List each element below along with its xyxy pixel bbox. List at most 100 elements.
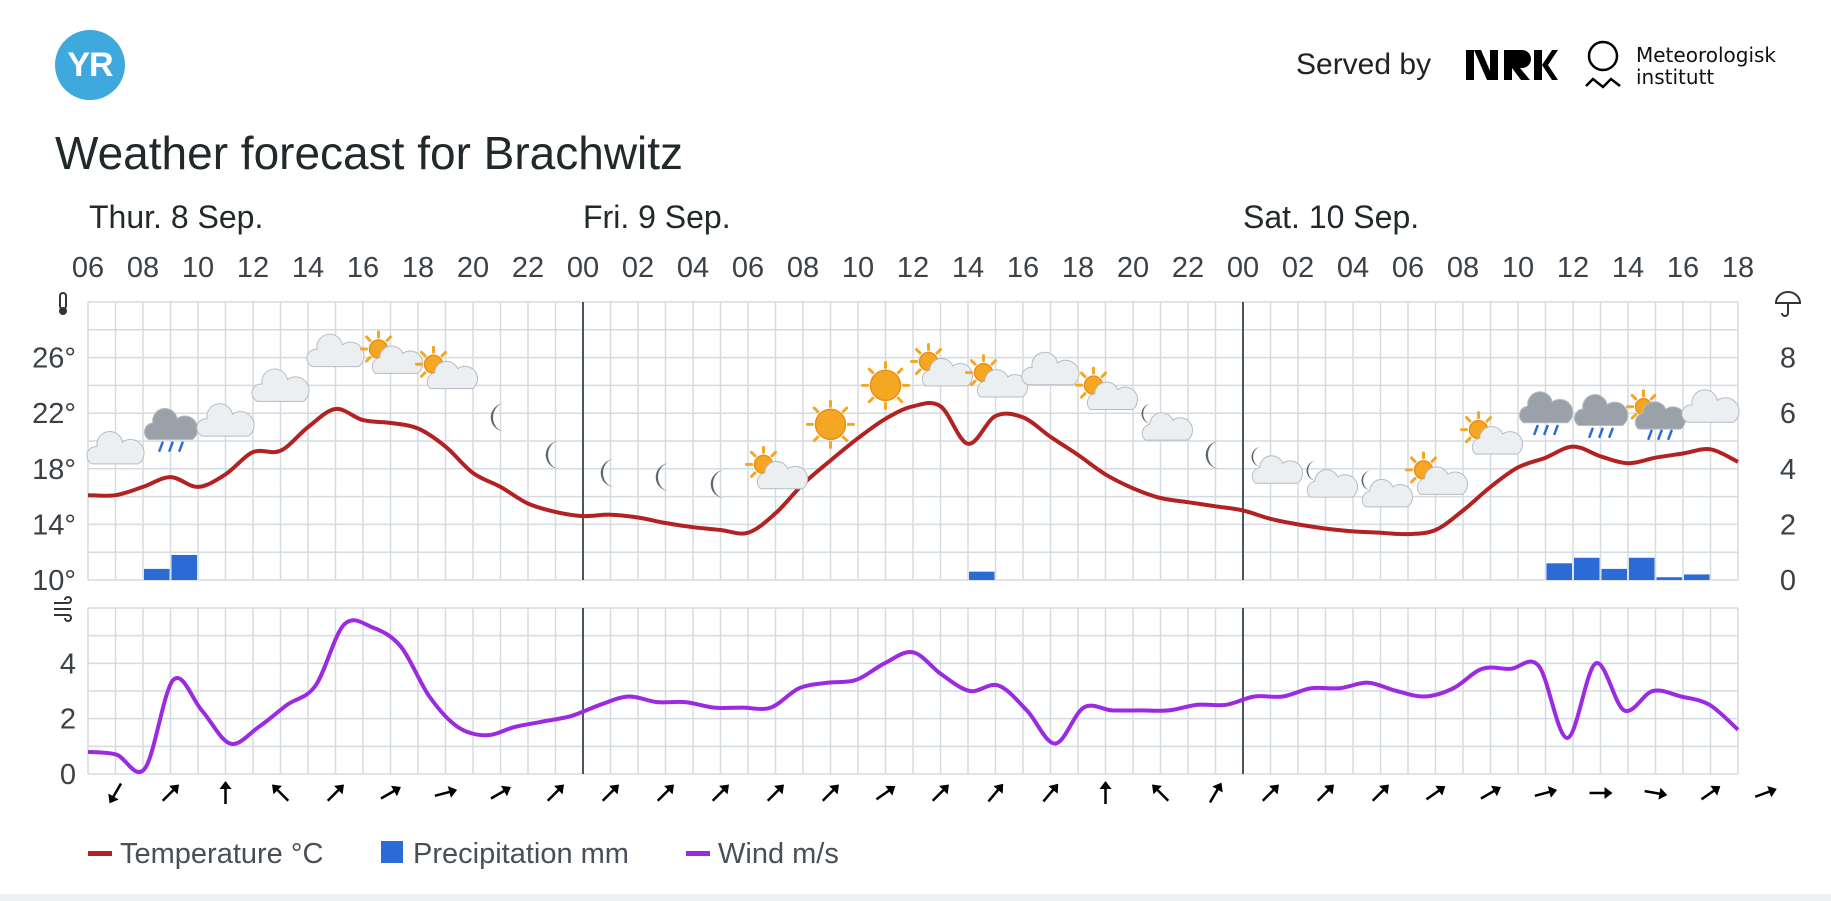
wind-icon bbox=[54, 596, 72, 622]
wind-direction-arrow bbox=[766, 784, 784, 802]
moon-shape bbox=[710, 470, 725, 499]
precip-tick-label: 2 bbox=[1780, 509, 1796, 541]
rain-drop bbox=[1657, 429, 1663, 441]
temperature-grid bbox=[87, 301, 1739, 581]
cloud-shape bbox=[756, 460, 809, 490]
cloudy-icon bbox=[1021, 351, 1080, 386]
arrow-head bbox=[447, 786, 458, 798]
legend-item-wind: Wind m/s bbox=[686, 838, 839, 871]
arrow-head bbox=[1658, 787, 1668, 800]
cloud-shape bbox=[251, 368, 310, 402]
moon-icon bbox=[600, 458, 615, 487]
precipitation-bar bbox=[1684, 574, 1710, 580]
sun-disc bbox=[814, 408, 847, 441]
cloud-shape bbox=[1361, 478, 1414, 508]
wind-strokes bbox=[54, 596, 72, 622]
rain-drop bbox=[1533, 424, 1539, 436]
moon-shape bbox=[1361, 470, 1372, 491]
hour-tick-label: 14 bbox=[292, 252, 324, 284]
wind-direction-arrow bbox=[272, 784, 290, 802]
met-logo-text: Meteorologisk institutt bbox=[1636, 44, 1776, 88]
thermometer-tube bbox=[59, 292, 67, 310]
wind-direction-arrow bbox=[1208, 782, 1223, 804]
wind-direction-arrow bbox=[987, 783, 1004, 803]
sun-ray bbox=[841, 406, 849, 414]
sun-ray bbox=[896, 367, 904, 375]
rain-drop bbox=[1553, 424, 1559, 436]
sun-ray bbox=[1464, 416, 1472, 423]
legend-item-precipitation: Precipitation mm bbox=[381, 838, 629, 871]
day-label: Sat. 10 Sep. bbox=[1243, 199, 1419, 235]
arrow-head bbox=[664, 784, 674, 795]
arrow-head bbox=[1152, 784, 1162, 795]
nrk-logo[interactable] bbox=[1466, 47, 1558, 83]
cloud-shape bbox=[1086, 381, 1139, 411]
hour-tick-label: 18 bbox=[1722, 252, 1754, 284]
hour-tick-label: 00 bbox=[567, 252, 599, 284]
wind-direction-arrow bbox=[1261, 784, 1279, 802]
rain-drop bbox=[1543, 424, 1549, 436]
arrow-head bbox=[108, 793, 119, 804]
hour-tick-label: 06 bbox=[1392, 252, 1424, 284]
wind-direction-arrow bbox=[108, 782, 123, 804]
precip-tick-label: 0 bbox=[1780, 565, 1796, 597]
moon-shape bbox=[490, 403, 505, 432]
arrow-head bbox=[1490, 785, 1501, 797]
moon-icon bbox=[1205, 440, 1220, 469]
wind-direction-arrow bbox=[1480, 785, 1501, 800]
wind-direction-arrow bbox=[161, 784, 179, 802]
sun-ray bbox=[914, 368, 922, 376]
arrow-head bbox=[993, 783, 1004, 794]
wind-direction-arrow bbox=[1700, 785, 1721, 801]
cloud-shape bbox=[1021, 351, 1080, 386]
cloudy-icon bbox=[86, 431, 145, 465]
sun-ray bbox=[990, 359, 998, 366]
arrow-head bbox=[1048, 783, 1059, 794]
hour-tick-label: 08 bbox=[1447, 252, 1479, 284]
moon-icon bbox=[655, 463, 670, 492]
moon-shape bbox=[1141, 403, 1152, 424]
cloud-shape bbox=[1251, 455, 1304, 484]
sun-ray bbox=[969, 359, 977, 366]
arrow-head bbox=[390, 785, 401, 797]
partly-cloudy-day-icon bbox=[1075, 366, 1139, 411]
precipitation-bar bbox=[1601, 568, 1627, 580]
sun-ray bbox=[1649, 393, 1657, 401]
hour-tick-label: 04 bbox=[677, 252, 709, 284]
wind-tick-label: 0 bbox=[60, 759, 76, 791]
wind-direction-arrow bbox=[380, 785, 401, 800]
cloud-shape bbox=[1519, 391, 1574, 424]
thermometer-icon bbox=[59, 292, 67, 315]
precipitation-bar bbox=[969, 571, 995, 580]
wind-direction-arrow bbox=[711, 784, 729, 802]
footer-band bbox=[0, 894, 1831, 901]
moon-shape bbox=[655, 463, 670, 492]
sun-ray bbox=[1079, 371, 1087, 379]
hour-tick-label: 16 bbox=[1007, 252, 1039, 284]
hour-tick-label: 06 bbox=[72, 252, 104, 284]
umbrella-icon bbox=[1774, 291, 1802, 317]
sun-ray bbox=[1409, 456, 1417, 463]
wind-direction-arrow bbox=[1099, 781, 1112, 804]
cloud-shape bbox=[1141, 412, 1194, 441]
temp-tick-label: 22° bbox=[32, 398, 76, 430]
rain-drop bbox=[1598, 427, 1604, 439]
arrow-head bbox=[829, 784, 839, 795]
arrow-head bbox=[219, 781, 232, 789]
hour-tick-label: 08 bbox=[127, 252, 159, 284]
partly-cloudy-day-icon bbox=[360, 330, 424, 374]
hour-tick-label: 22 bbox=[1172, 252, 1204, 284]
day-label: Fri. 9 Sep. bbox=[583, 199, 731, 235]
wind-direction-arrow bbox=[490, 785, 511, 800]
precip-tick-label: 8 bbox=[1780, 343, 1796, 375]
yr-logo[interactable]: YR bbox=[55, 30, 125, 100]
sun-ray bbox=[896, 396, 904, 404]
precip-tick-label: 6 bbox=[1780, 398, 1796, 430]
sun-ray bbox=[1100, 371, 1108, 379]
sun-ray bbox=[749, 471, 757, 478]
moon-icon bbox=[545, 440, 560, 469]
temperature-line bbox=[87, 400, 1739, 537]
cloud-shape bbox=[426, 360, 479, 390]
met-logo[interactable] bbox=[1584, 40, 1622, 96]
hour-tick-label: 06 bbox=[732, 252, 764, 284]
